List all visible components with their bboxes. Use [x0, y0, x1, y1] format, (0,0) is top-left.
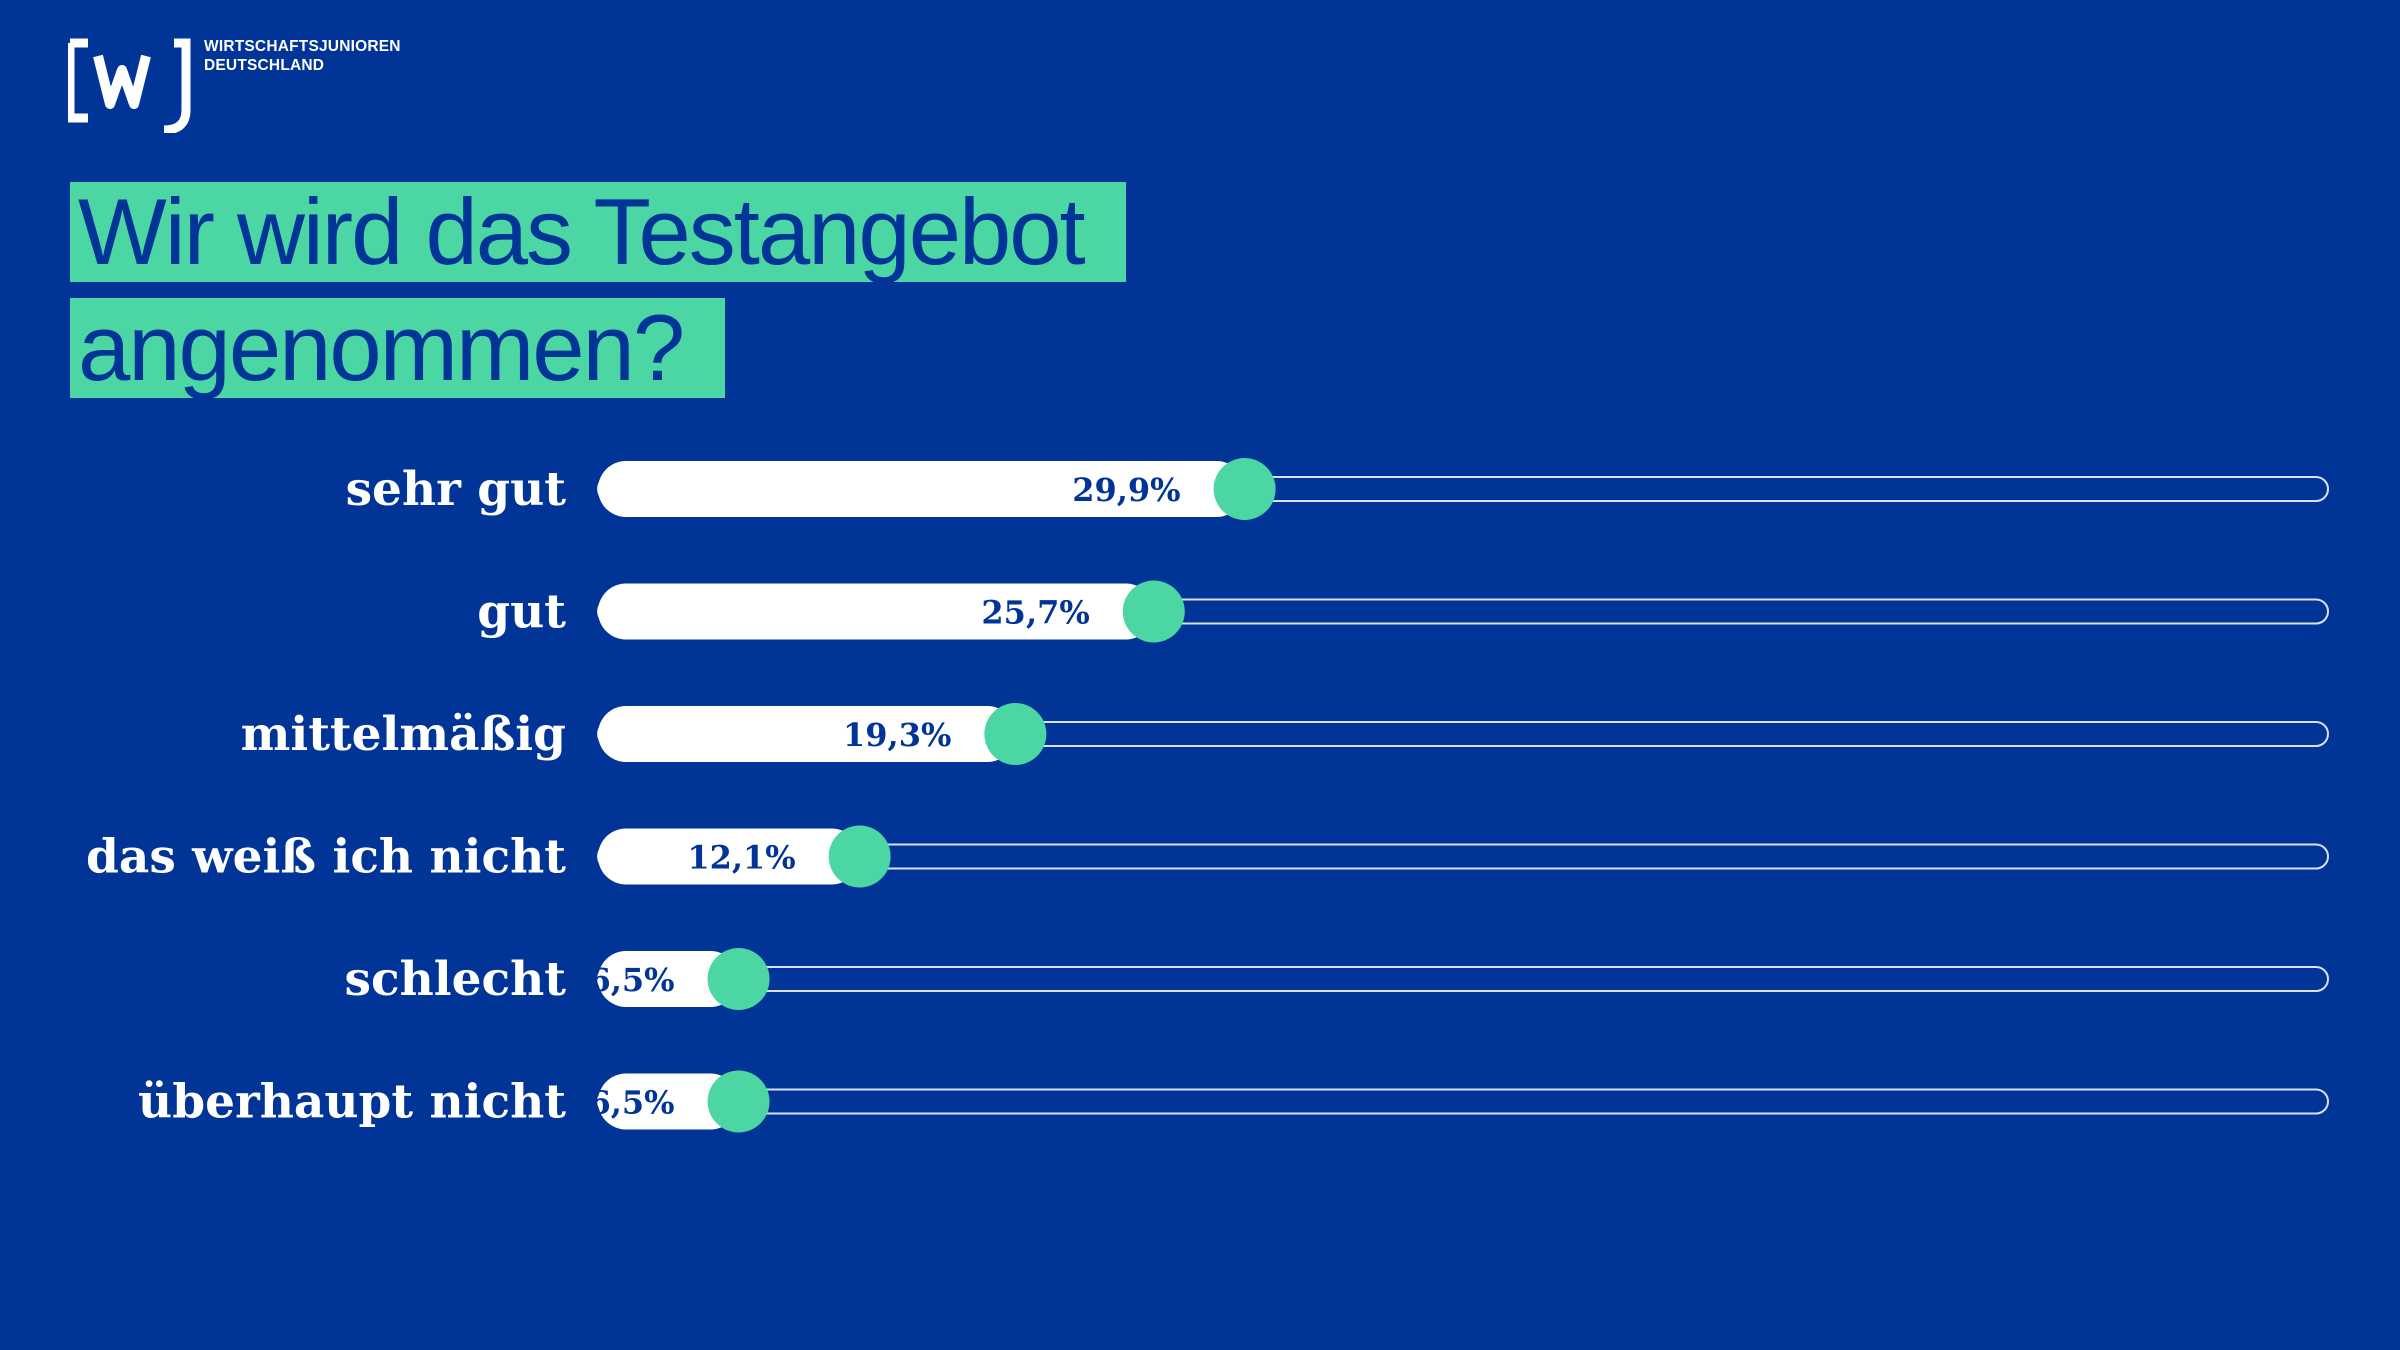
- brand-logo: WIRTSCHAFTSJUNIOREN DEUTSCHLAND: [68, 38, 408, 133]
- bar: [598, 951, 739, 1007]
- bar: [598, 583, 1154, 640]
- wj-logo-icon: [68, 38, 191, 133]
- category-label: überhaupt nicht: [138, 1075, 566, 1130]
- bar-track: [597, 966, 2329, 992]
- value-label: 19,3%: [843, 716, 951, 754]
- bar-marker: [1122, 580, 1185, 643]
- category-label: schlecht: [344, 952, 566, 1007]
- bar: [598, 461, 1245, 517]
- value-label: 12,1%: [687, 839, 795, 877]
- category-label: gut: [477, 585, 566, 640]
- bar: [598, 706, 1016, 762]
- bar-marker: [984, 703, 1047, 765]
- category-label: mittelmäßig: [241, 707, 566, 762]
- brand-name-line2: DEUTSCHLAND: [204, 56, 325, 74]
- brand-name: WIRTSCHAFTSJUNIOREN DEUTSCHLAND: [204, 38, 401, 75]
- chart-title: Wir wird das Testangebot angenommen?: [70, 182, 1126, 414]
- brand-name-line1: WIRTSCHAFTSJUNIOREN: [204, 38, 401, 55]
- bar-marker: [707, 948, 770, 1010]
- category-label: das weiß ich nicht: [86, 830, 566, 885]
- bar-marker: [828, 825, 891, 888]
- category-label: sehr gut: [346, 462, 567, 517]
- value-label: 6,5%: [588, 1084, 674, 1122]
- bar-track: [597, 1088, 2329, 1115]
- bar-marker: [1213, 458, 1276, 520]
- bar-marker: [707, 1070, 770, 1133]
- bar: [598, 1073, 739, 1130]
- bar: [598, 828, 860, 885]
- value-label: 6,5%: [588, 961, 674, 999]
- title-line-2: angenommen?: [70, 298, 726, 398]
- title-line-1: Wir wird das Testangebot: [70, 182, 1126, 282]
- value-label: 29,9%: [1072, 471, 1180, 509]
- value-label: 25,7%: [981, 594, 1089, 632]
